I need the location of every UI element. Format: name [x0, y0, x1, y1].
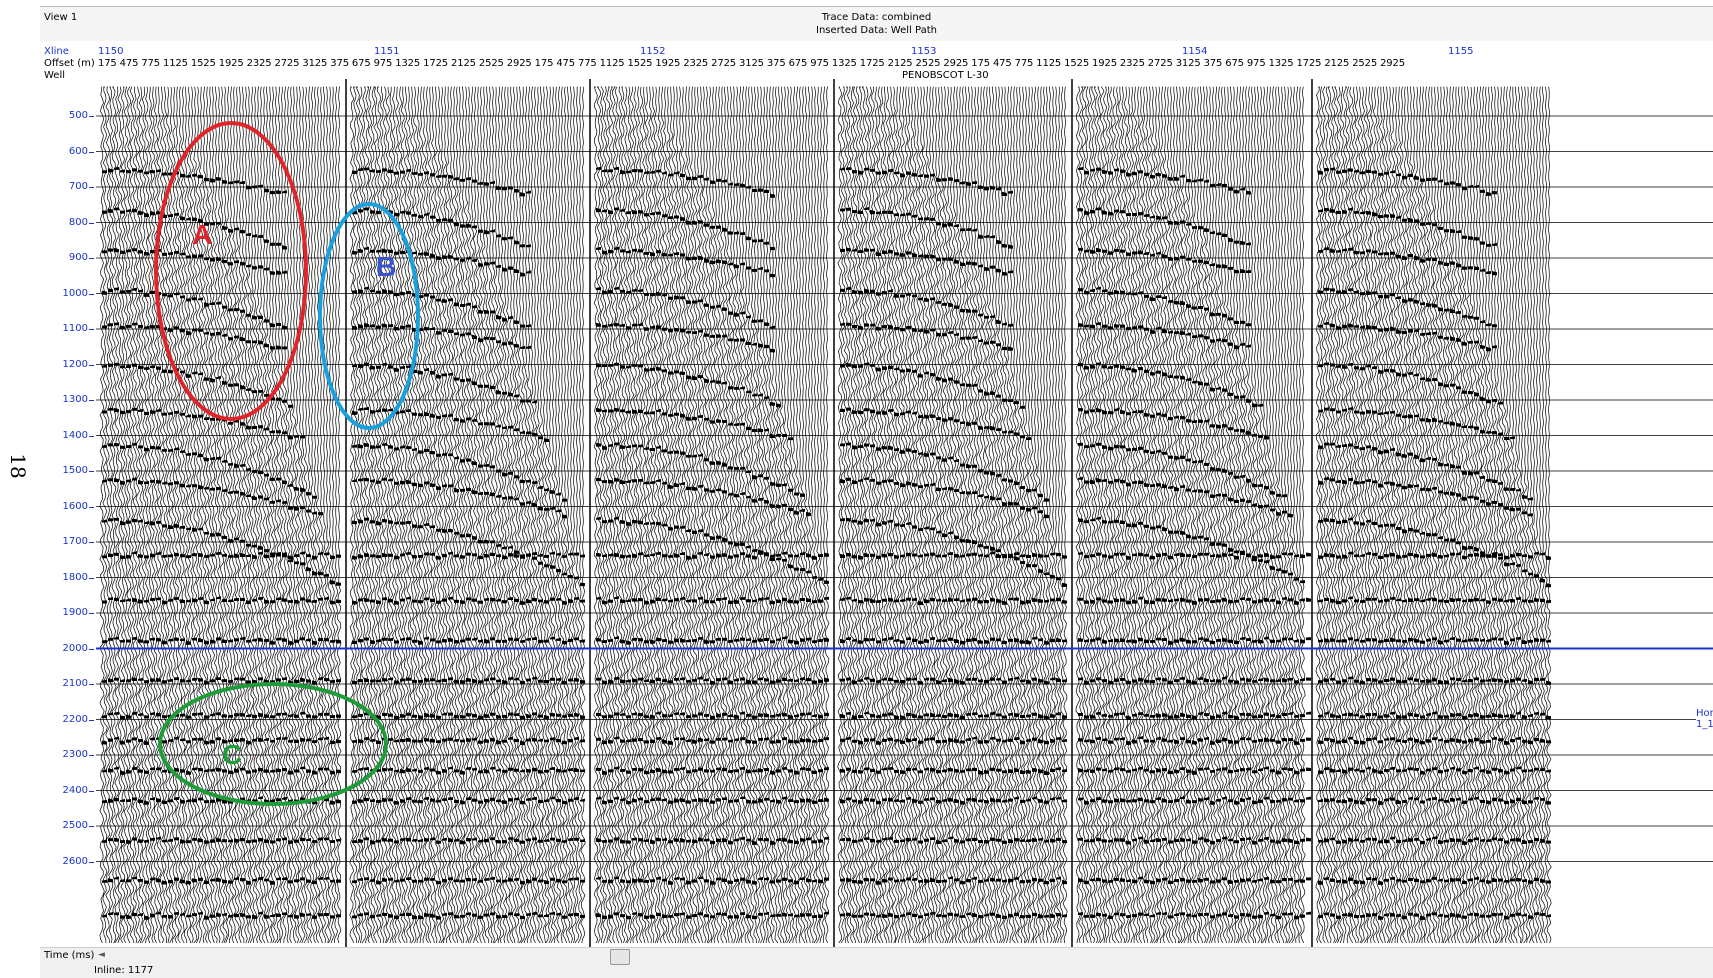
status-bar: Time (ms) ◄ Inline: 1177: [40, 947, 1713, 978]
time-tick-label: 2400: [62, 784, 88, 796]
time-tick-mark: [89, 187, 94, 188]
inline-label: Inline: 1177: [94, 965, 154, 976]
view-label: View 1: [44, 12, 78, 23]
time-tick-mark: [89, 755, 94, 756]
time-tick-label: 1900: [62, 607, 88, 618]
time-tick-label: 500: [68, 110, 88, 121]
seismic-traces: [96, 79, 1713, 947]
time-tick-label: 2500: [62, 820, 88, 831]
offset-label: Offset (m): [44, 58, 95, 69]
time-tick-mark: [89, 329, 94, 330]
title-bar: View 1 Trace Data: combined Inserted Dat…: [40, 7, 1713, 41]
annotation-label-a: A: [192, 219, 213, 250]
time-tick-label: 1200: [62, 358, 88, 370]
time-tick-mark: [89, 790, 94, 792]
seismic-plot[interactable]: A B C Horizon 1_1: [96, 79, 1713, 947]
xline-value: 1154: [1182, 46, 1208, 57]
well-label: Well: [44, 70, 66, 81]
xline-value: 1151: [374, 46, 400, 57]
trace-data-title: Trace Data: combined: [821, 12, 932, 23]
time-tick-mark: [89, 684, 94, 685]
time-tick-mark: [89, 293, 94, 295]
time-tick-mark: [89, 222, 94, 224]
page-number: 18: [6, 453, 30, 479]
annotation-label-c: C: [222, 739, 243, 770]
time-axis-label: Time (ms): [44, 950, 95, 961]
time-tick-label: 2200: [62, 713, 88, 725]
time-tick-mark: [89, 542, 94, 543]
time-tick-mark: [89, 861, 94, 863]
xline-value: 1152: [640, 46, 666, 57]
trace-header: Xline Offset (m) Well 1150 1151 1152 115…: [40, 41, 1713, 81]
time-tick-mark: [89, 435, 94, 437]
time-tick-label: 2100: [62, 678, 88, 689]
time-tick-label: 1600: [62, 500, 88, 512]
horizontal-scroll-thumb[interactable]: [610, 949, 630, 965]
annotation-label-b: B: [376, 251, 397, 282]
offset-tick-labels: 175 475 775 1125 1525 1925 2325 2725 312…: [98, 58, 1405, 69]
xline-value: 1153: [911, 46, 937, 57]
xline-label: Xline: [44, 46, 69, 57]
horizon-label: Horizon 1_1: [1696, 708, 1713, 730]
time-tick-mark: [89, 258, 94, 259]
scroll-left-arrow[interactable]: ◄: [98, 950, 105, 960]
time-tick-mark: [89, 400, 94, 401]
time-tick-label: 1000: [62, 287, 88, 299]
seismic-viewer-window: View 1 Trace Data: combined Inserted Dat…: [40, 6, 1713, 978]
time-tick-mark: [89, 151, 94, 153]
time-tick-mark: [89, 577, 94, 579]
time-tick-mark: [89, 648, 94, 650]
xline-value: 1155: [1448, 46, 1474, 57]
time-tick-label: 2600: [62, 855, 88, 867]
well-name: PENOBSCOT L-30: [902, 70, 989, 81]
time-tick-label: 700: [68, 181, 88, 192]
time-tick-mark: [89, 719, 94, 721]
time-tick-label: 1700: [62, 536, 88, 547]
time-tick-label: 1300: [62, 394, 88, 405]
time-tick-label: 2300: [62, 749, 88, 760]
time-tick-label: 800: [68, 216, 88, 228]
time-tick-label: 2000: [62, 642, 88, 654]
time-tick-mark: [89, 613, 94, 614]
inserted-data-title: Inserted Data: Well Path: [816, 25, 937, 36]
time-tick-label: 900: [68, 252, 88, 263]
time-axis: 500 600 700 800 900 1000 1100 1200 1300 1400 1500 1…: [40, 79, 96, 947]
time-tick-label: 1100: [62, 323, 88, 334]
time-tick-mark: [89, 826, 94, 827]
time-tick-mark: [89, 506, 94, 508]
time-tick-mark: [89, 471, 94, 472]
time-tick-mark: [89, 364, 94, 366]
time-tick-mark: [89, 116, 94, 117]
time-tick-label: 1500: [62, 465, 88, 476]
time-tick-label: 1800: [62, 571, 88, 583]
xline-value: 1150: [98, 46, 124, 57]
time-tick-label: 1400: [62, 429, 88, 441]
time-tick-label: 600: [68, 145, 88, 157]
